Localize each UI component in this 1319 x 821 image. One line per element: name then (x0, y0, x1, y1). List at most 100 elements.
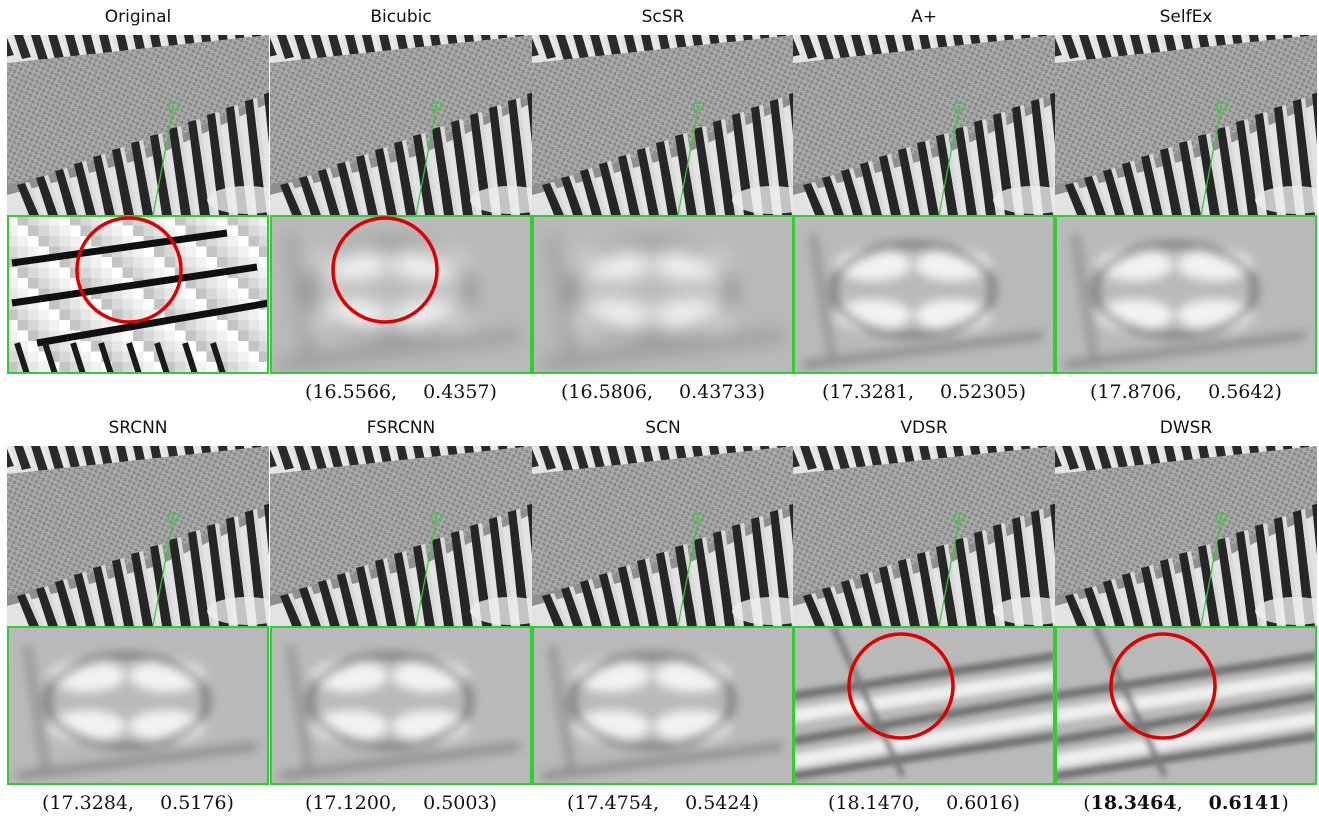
zoom-region-marker (954, 102, 965, 111)
panel-a: A+ (17.3281, 0.52305) (793, 0, 1055, 410)
panel-scsr: ScSR (16.5806, 0.43733) (532, 0, 794, 410)
ssim-value: 0.5003 (423, 792, 490, 814)
zoom-border (7, 626, 269, 785)
building-image (793, 446, 1055, 626)
panel-title: DWSR (1159, 418, 1213, 438)
zoom-image (1055, 215, 1317, 374)
psnr-value: 17.8706 (1097, 381, 1177, 403)
panel-title: ScSR (641, 7, 685, 27)
highlight-circle (331, 216, 439, 324)
zoom-image (793, 626, 1055, 785)
building-photo (1055, 446, 1317, 626)
panel-original: Original (7, 0, 269, 410)
psnr-value: 17.4754 (574, 792, 654, 814)
highlight-circle (847, 632, 955, 740)
zoom-connector-line (677, 109, 699, 215)
metrics-caption: (17.3281, 0.52305) (821, 381, 1027, 403)
zoom-region-marker (1216, 102, 1227, 111)
zoom-border (270, 626, 532, 785)
ssim-value: 0.5642 (1208, 381, 1275, 403)
building-photo (7, 35, 269, 215)
panel-title: A+ (911, 7, 937, 27)
zoom-image (793, 215, 1055, 374)
zoom-connector-line (415, 109, 437, 215)
zoom-border (1055, 215, 1317, 374)
zoom-connector-line (938, 109, 960, 215)
zoom-region-marker (431, 102, 442, 111)
zoom-region-marker (693, 102, 704, 111)
zoom-region-marker (1216, 513, 1227, 522)
ssim-value: 0.4357 (423, 381, 490, 403)
zoom-connector-line (1200, 109, 1222, 215)
zoomed-crop (793, 626, 1055, 785)
metrics-caption: (17.4754, 0.5424) (567, 792, 759, 814)
highlight-circle (1109, 632, 1217, 740)
ssim-value: 0.5176 (160, 792, 227, 814)
zoomed-crop (532, 626, 794, 785)
panel-selfex: SelfEx (17.8706, 0.5642) (1055, 0, 1317, 410)
ssim-value: 0.6141 (1208, 792, 1282, 814)
zoom-region-marker (431, 513, 442, 522)
zoom-connector-line (152, 109, 174, 215)
panel-srcnn: SRCNN (17.3284, 0.5176) (7, 411, 269, 821)
zoom-border (7, 215, 269, 374)
metrics-caption: (18.3464, 0.6141) (1083, 792, 1289, 814)
building-image (7, 35, 269, 215)
panel-title: FSRCNN (366, 418, 436, 438)
building-photo (270, 35, 532, 215)
zoom-connector-line (152, 520, 174, 626)
panel-title: Original (104, 7, 172, 27)
building-photo (793, 446, 1055, 626)
zoom-image (270, 626, 532, 785)
building-photo (270, 446, 532, 626)
psnr-value: 17.3284 (49, 792, 129, 814)
zoom-image (7, 215, 269, 374)
building-image (270, 446, 532, 626)
metrics-caption: (16.5566, 0.4357) (305, 381, 497, 403)
zoom-image (7, 626, 269, 785)
building-photo (532, 35, 794, 215)
zoomed-crop (793, 215, 1055, 374)
panel-title: VDSR (900, 418, 948, 438)
zoom-region-marker (954, 513, 965, 522)
panel-vdsr: VDSR (18.1470, 0.6016) (793, 411, 1055, 821)
panel-dwsr: DWSR (18.3464, 0.6141) (1055, 411, 1317, 821)
psnr-value: 17.1200 (312, 792, 392, 814)
building-image (1055, 35, 1317, 215)
zoomed-crop (7, 626, 269, 785)
panel-bicubic: Bicubic (16.5566, 0.4357) (270, 0, 532, 410)
building-photo (793, 35, 1055, 215)
building-image (270, 35, 532, 215)
psnr-value: 16.5566 (312, 381, 392, 403)
zoom-image (532, 626, 794, 785)
building-photo (7, 446, 269, 626)
highlight-circle (75, 216, 183, 324)
panel-title: SRCNN (108, 418, 168, 438)
zoom-region-marker (693, 513, 704, 522)
metrics-caption: (17.8706, 0.5642) (1090, 381, 1282, 403)
zoom-image (270, 215, 532, 374)
zoom-connector-line (938, 520, 960, 626)
ssim-value: 0.43733 (679, 381, 758, 403)
zoom-border (1055, 626, 1317, 785)
zoomed-crop (1055, 626, 1317, 785)
panel-title: SCN (645, 418, 681, 438)
zoom-connector-line (677, 520, 699, 626)
ssim-value: 0.5424 (685, 792, 752, 814)
panel-fsrcnn: FSRCNN (17.1200, 0.5003) (270, 411, 532, 821)
building-image (793, 35, 1055, 215)
ssim-value: 0.52305 (940, 381, 1019, 403)
building-image (532, 35, 794, 215)
zoom-border (270, 215, 532, 374)
psnr-value: 16.5806 (568, 381, 647, 403)
panel-title: Bicubic (370, 7, 432, 27)
zoom-region-marker (168, 513, 179, 522)
psnr-value: 18.3464 (1090, 792, 1177, 814)
metrics-caption: (17.1200, 0.5003) (305, 792, 497, 814)
building-image (7, 446, 269, 626)
building-image (1055, 446, 1317, 626)
ssim-value: 0.6016 (946, 792, 1013, 814)
zoomed-crop (270, 626, 532, 785)
psnr-value: 17.3281 (829, 381, 908, 403)
building-photo (1055, 35, 1317, 215)
